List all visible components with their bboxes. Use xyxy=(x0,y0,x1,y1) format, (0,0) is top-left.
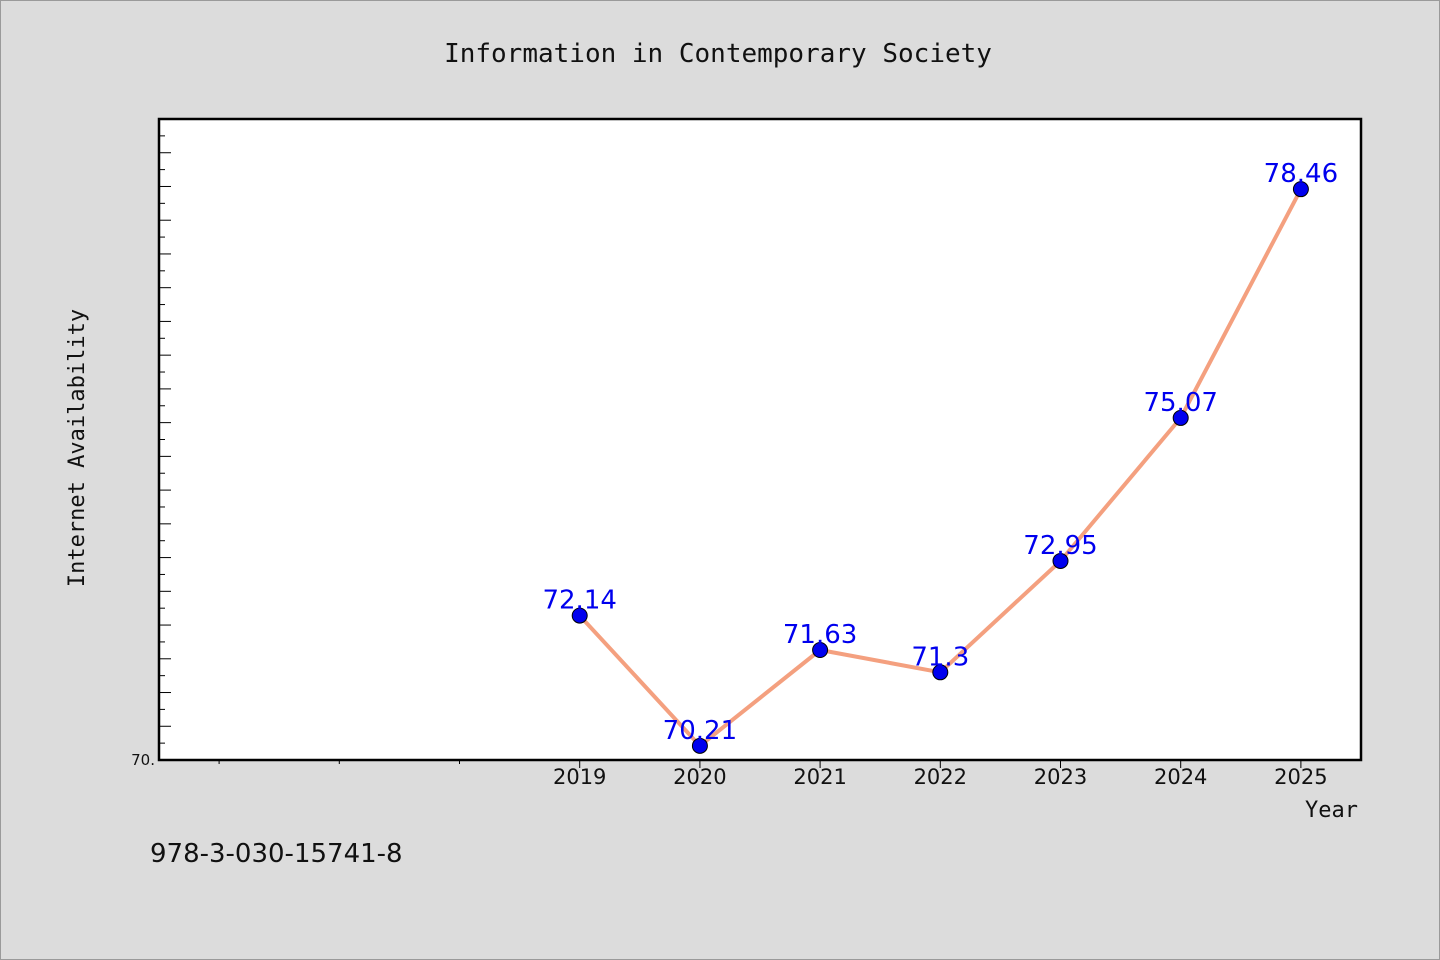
plot-area xyxy=(157,117,1363,762)
data-label: 70.21 xyxy=(663,716,737,746)
x-tick-label: 2020 xyxy=(673,765,726,789)
footnote-isbn: 978-3-030-15741-8 xyxy=(150,839,403,869)
data-label: 75.07 xyxy=(1143,388,1217,418)
data-point xyxy=(571,607,588,624)
data-labels: 72.14 70.21 71.63 71.3 72.95 75.07 78.46 xyxy=(542,159,1338,746)
series-markers xyxy=(571,181,1309,754)
data-point xyxy=(1052,552,1069,569)
data-label: 71.63 xyxy=(783,620,857,650)
data-label: 72.14 xyxy=(542,586,616,616)
y-axis-ticks xyxy=(159,135,171,744)
data-label: 71.3 xyxy=(911,642,969,672)
data-point xyxy=(1292,181,1309,198)
x-tick-label: 2023 xyxy=(1034,765,1087,789)
x-tick-label: 2025 xyxy=(1274,765,1327,789)
data-point xyxy=(1172,409,1189,426)
data-point xyxy=(932,664,949,681)
data-label: 78.46 xyxy=(1264,159,1338,189)
x-axis-tick-labels: 2019 2020 2021 2022 2023 2024 2025 xyxy=(553,765,1328,789)
x-axis-label: Year xyxy=(1305,798,1358,823)
data-point xyxy=(812,642,829,659)
x-tick-label: 2021 xyxy=(793,765,846,789)
data-label: 72.95 xyxy=(1023,531,1097,561)
y-tick-label: 70. xyxy=(131,751,155,769)
y-axis-label: Internet Availability xyxy=(65,309,90,587)
data-point xyxy=(691,737,708,754)
x-axis-ticks xyxy=(218,760,1302,768)
x-tick-label: 2019 xyxy=(553,765,606,789)
x-tick-label: 2024 xyxy=(1154,765,1207,789)
y-axis-tick-labels: 70. xyxy=(131,751,155,769)
chart-title: Information in Contemporary Society xyxy=(444,39,992,69)
x-tick-label: 2022 xyxy=(914,765,967,789)
